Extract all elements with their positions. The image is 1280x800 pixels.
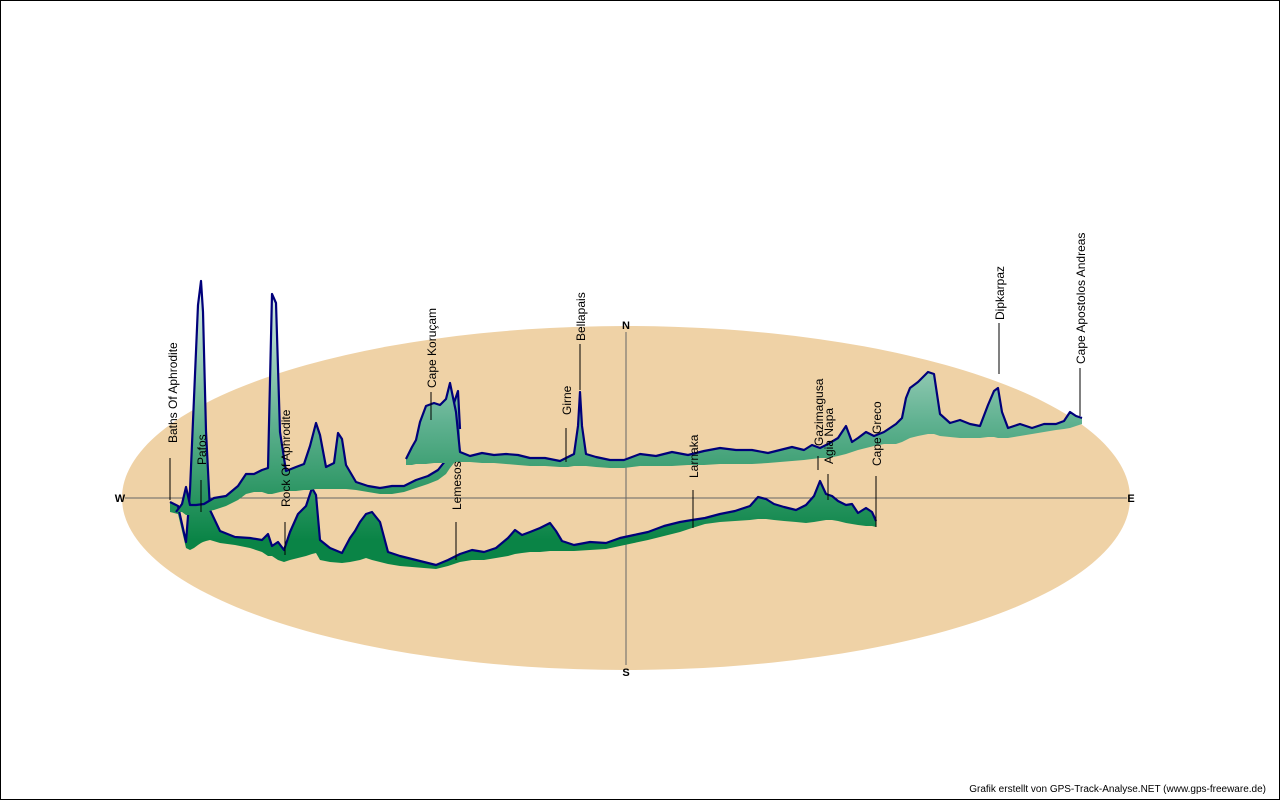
north-coast-profile-area <box>406 372 1082 468</box>
compass-south: S <box>622 667 629 679</box>
place-label-baths-of-aphrodite: Baths Of Aphrodite <box>166 342 180 443</box>
place-label-gazimagusa: Gazimagusa <box>812 378 826 446</box>
place-label-dipkarpaz: Dipkarpaz <box>993 266 1007 320</box>
compass-north: N <box>622 320 630 332</box>
compass-west: W <box>115 493 126 505</box>
place-label-cape-apostolos-andreas: Cape Apostolos Andreas <box>1074 233 1088 364</box>
north-coast-profile-line <box>405 370 1083 463</box>
place-label-bellapais: Bellapais <box>574 292 588 341</box>
place-label-pafos: Pafos <box>195 434 209 465</box>
elevation-profiles <box>169 279 1083 569</box>
place-label-girne: Girne <box>560 385 574 415</box>
place-label-cape-greco: Cape Greco <box>870 401 884 466</box>
west-bay-profile-area <box>176 294 460 515</box>
place-labels: Baths Of Aphrodite Pafos Rock Of Aphrodite… <box>166 233 1088 560</box>
place-label-lemesos: Lemesos <box>450 461 464 510</box>
credit-text: Grafik erstellt von GPS-Track-Analyse.NE… <box>969 784 1266 795</box>
place-label-rock-of-aphrodite: Rock Of Aphrodite <box>279 409 293 507</box>
south-coast-profile-area <box>170 281 876 569</box>
compass-east: E <box>1127 493 1134 505</box>
place-label-agia-napa: Agia Napa <box>822 408 836 464</box>
south-coast-profile-line <box>169 279 878 567</box>
place-label-larnaka: Larnaka <box>687 434 701 478</box>
place-label-cape-koru-am: Cape Koruçam <box>425 308 439 388</box>
west-bay-profile-line <box>175 292 462 513</box>
